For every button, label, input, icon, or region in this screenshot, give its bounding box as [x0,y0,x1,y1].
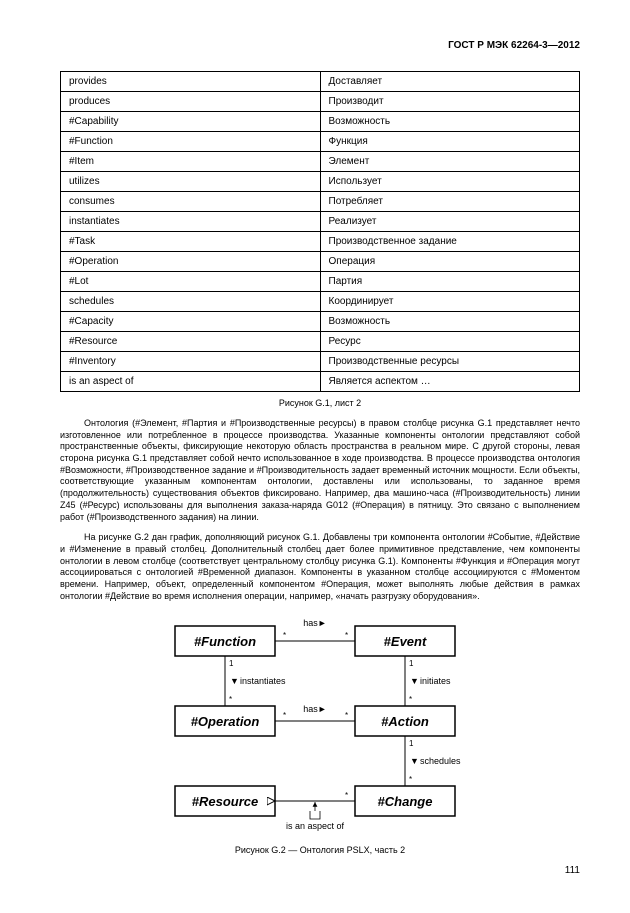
svg-text:1: 1 [409,739,414,748]
svg-text:#Function: #Function [194,634,256,649]
svg-text:#Operation: #Operation [191,714,260,729]
svg-text:initiates: initiates [420,676,451,686]
svg-text:schedules: schedules [420,756,461,766]
paragraph-1: Онтология (#Элемент, #Партия и #Производ… [60,418,580,523]
table-row: #OperationОперация [61,252,580,272]
svg-text:has►: has► [303,704,326,714]
table-row: #ItemЭлемент [61,152,580,172]
table-row: schedulesКоординирует [61,292,580,312]
svg-text:#Action: #Action [381,714,429,729]
svg-text:*: * [283,631,286,640]
term-ru: Партия [320,272,580,292]
table-row: #CapacityВозможность [61,312,580,332]
term-en: #Item [61,152,321,172]
term-en: is an aspect of [61,372,321,392]
table-row: #CapabilityВозможность [61,112,580,132]
svg-text:1: 1 [409,659,414,668]
svg-text:▼: ▼ [410,756,419,766]
table-row: producesПроизводит [61,92,580,112]
table-row: #FunctionФункция [61,132,580,152]
table-row: #TaskПроизводственное задание [61,232,580,252]
term-en: instantiates [61,212,321,232]
table-row: instantiatesРеализует [61,212,580,232]
term-en: provides [61,72,321,92]
term-en: #Resource [61,332,321,352]
page-header: ГОСТ Р МЭК 62264-3—2012 [60,40,580,51]
term-ru: Операция [320,252,580,272]
svg-text:#Event: #Event [384,634,427,649]
term-ru: Возможность [320,112,580,132]
term-ru: Реализует [320,212,580,232]
term-en: #Function [61,132,321,152]
term-ru: Элемент [320,152,580,172]
term-en: #Task [61,232,321,252]
term-ru: Производственное задание [320,232,580,252]
svg-text:*: * [283,711,286,720]
svg-text:*: * [345,711,348,720]
term-ru: Является аспектом … [320,372,580,392]
table-row: #InventoryПроизводственные ресурсы [61,352,580,372]
term-ru: Доставляет [320,72,580,92]
table-row: utilizesИспользует [61,172,580,192]
svg-text:*: * [345,791,348,800]
svg-text:is an aspect of: is an aspect of [286,821,345,831]
term-ru: Производственные ресурсы [320,352,580,372]
term-en: #Operation [61,252,321,272]
terms-table: providesДоставляетproducesПроизводит#Cap… [60,71,580,392]
table-row: is an aspect ofЯвляется аспектом … [61,372,580,392]
svg-text:1: 1 [229,659,234,668]
term-en: #Capacity [61,312,321,332]
svg-text:*: * [409,775,412,784]
term-en: #Lot [61,272,321,292]
term-en: #Capability [61,112,321,132]
svg-text:▼: ▼ [230,676,239,686]
term-ru: Возможность [320,312,580,332]
term-ru: Потребляет [320,192,580,212]
table-row: #ResourceРесурс [61,332,580,352]
ontology-diagram: #Function #Event has► * * #Operation #Ac… [155,616,485,841]
svg-text:instantiates: instantiates [240,676,286,686]
term-en: utilizes [61,172,321,192]
term-en: consumes [61,192,321,212]
paragraph-2: На рисунке G.2 дан график, дополняющий р… [60,532,580,602]
svg-text:*: * [345,631,348,640]
svg-text:#Change: #Change [378,794,433,809]
term-ru: Координирует [320,292,580,312]
svg-text:#Resource: #Resource [192,794,258,809]
term-en: #Inventory [61,352,321,372]
term-ru: Ресурс [320,332,580,352]
table-row: consumesПотребляет [61,192,580,212]
page-number: 111 [60,865,580,876]
svg-text:▼: ▼ [410,676,419,686]
figure-caption-1: Рисунок G.1, лист 2 [60,398,580,408]
svg-text:has►: has► [303,618,326,628]
svg-text:*: * [409,695,412,704]
term-en: produces [61,92,321,112]
term-ru: Использует [320,172,580,192]
table-row: #LotПартия [61,272,580,292]
figure-caption-2: Рисунок G.2 — Онтология PSLX, часть 2 [60,845,580,855]
table-row: providesДоставляет [61,72,580,92]
term-ru: Производит [320,92,580,112]
svg-text:*: * [229,695,232,704]
term-en: schedules [61,292,321,312]
term-ru: Функция [320,132,580,152]
